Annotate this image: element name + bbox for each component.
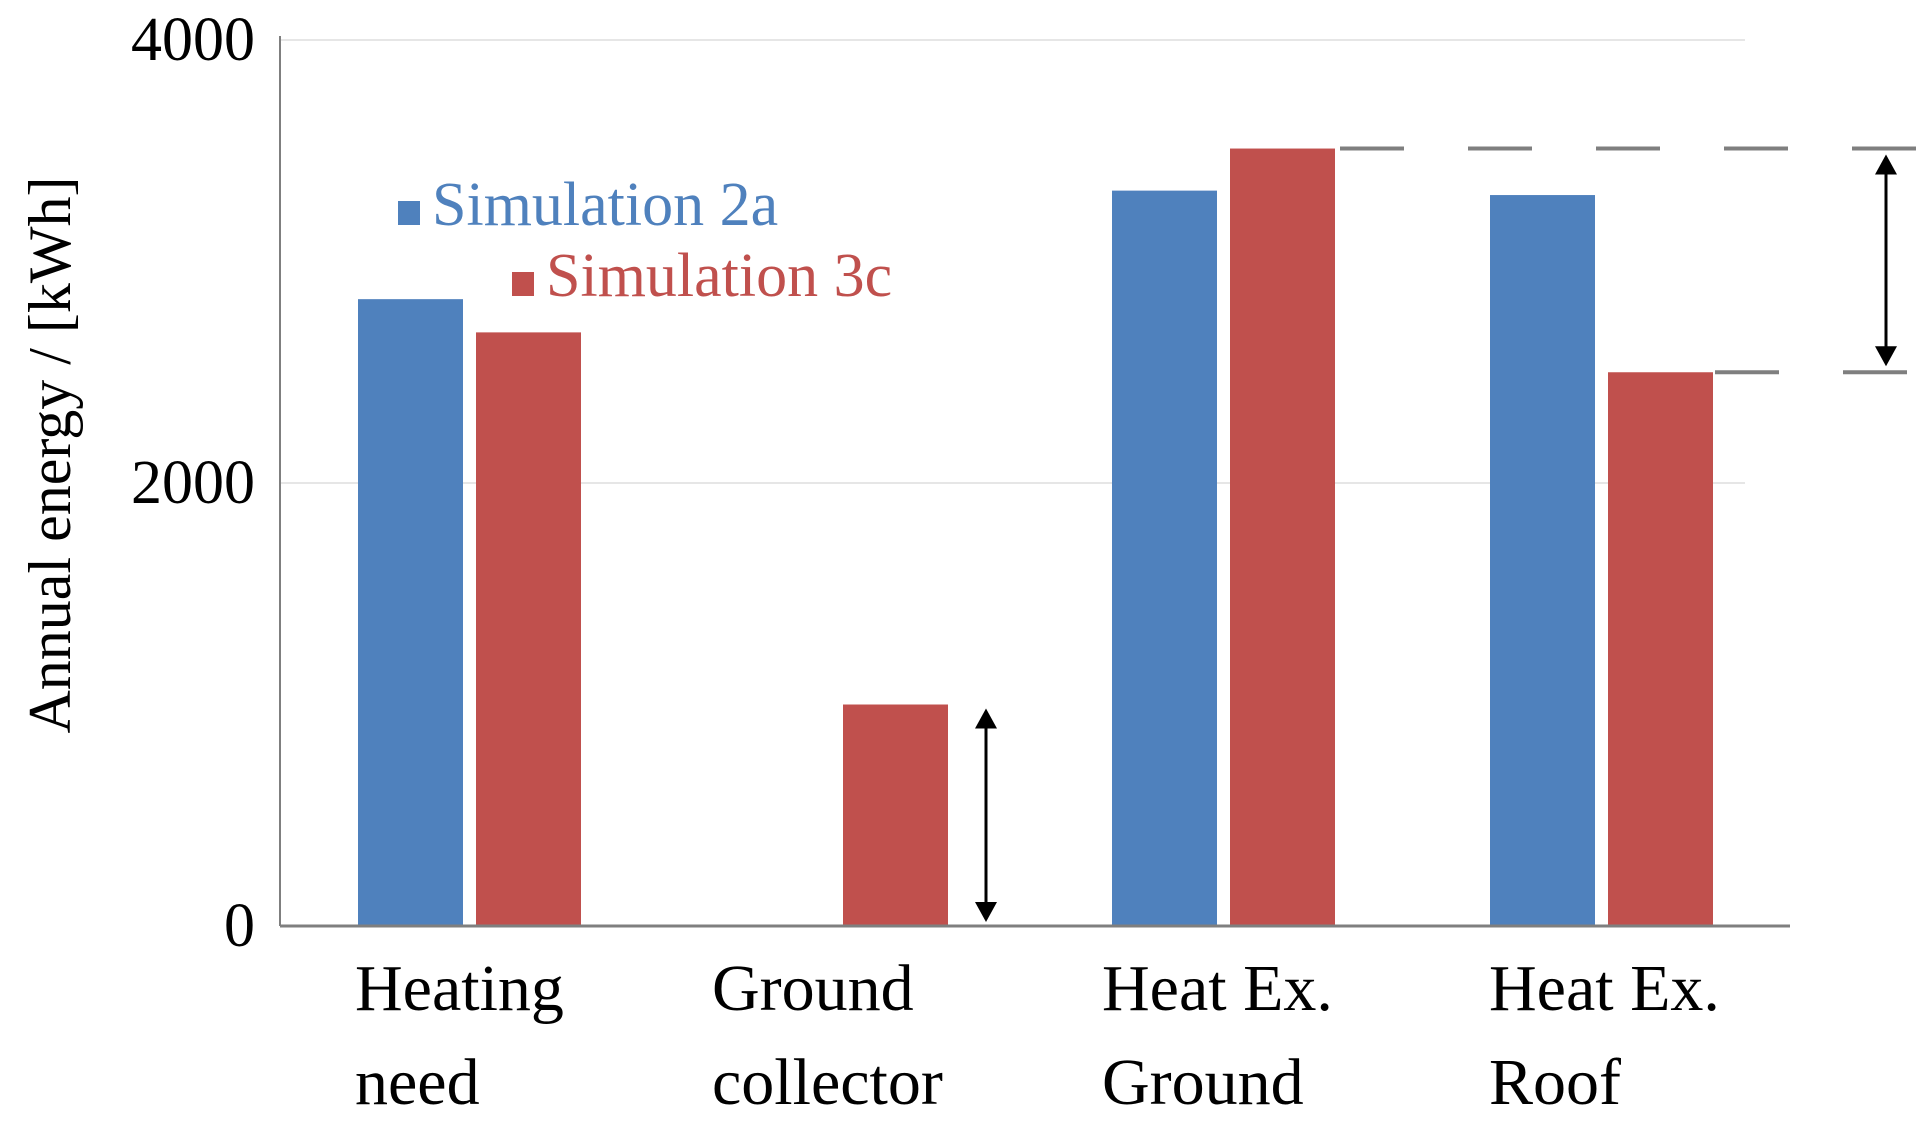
x-tick-label: need (355, 1046, 480, 1119)
x-tick-label: Ground (1102, 1046, 1304, 1119)
arrow-head-down (975, 902, 997, 922)
y-tick-label: 0 (224, 892, 255, 960)
x-tick-label: Heat Ex. (1102, 952, 1333, 1025)
label-layer: Heating need Ground collector Heat Ex. Ground… (355, 952, 1720, 1119)
bar-simulation-2a-2 (1112, 190, 1217, 926)
x-tick-label: collector (712, 1046, 943, 1119)
arrow-head-up (975, 708, 997, 729)
annotation-layer (975, 146, 1922, 922)
x-tick-label: Ground (712, 952, 914, 1025)
bar-simulation-3c-2 (1230, 148, 1335, 926)
y-tick-label: 4000 (131, 6, 255, 74)
bar-layer (358, 148, 1713, 927)
x-tick-label: Roof (1489, 1046, 1621, 1119)
y-tick-label: 2000 (131, 449, 255, 517)
arrow-head-down (1875, 346, 1897, 367)
legend-label: Simulation 2a (432, 171, 778, 239)
axis-layer: 0 2000 4000 Annual energy / [kWh] (17, 6, 1790, 960)
x-tick-label: Heat Ex. (1489, 952, 1720, 1025)
legend-swatch (398, 201, 420, 225)
bar-simulation-3c-0 (476, 332, 581, 926)
arrow-head-up (1875, 154, 1897, 175)
legend-label: Simulation 3c (546, 242, 892, 310)
bar-simulation-2a-0 (358, 299, 463, 926)
bar-simulation-3c-3 (1608, 372, 1713, 926)
bar-simulation-2a-3 (1490, 195, 1595, 927)
bar-simulation-3c-1 (843, 704, 948, 926)
y-axis-title: Annual energy / [kWh] (17, 176, 83, 733)
x-tick-label: Heating (355, 952, 564, 1025)
legend-swatch (512, 272, 534, 296)
